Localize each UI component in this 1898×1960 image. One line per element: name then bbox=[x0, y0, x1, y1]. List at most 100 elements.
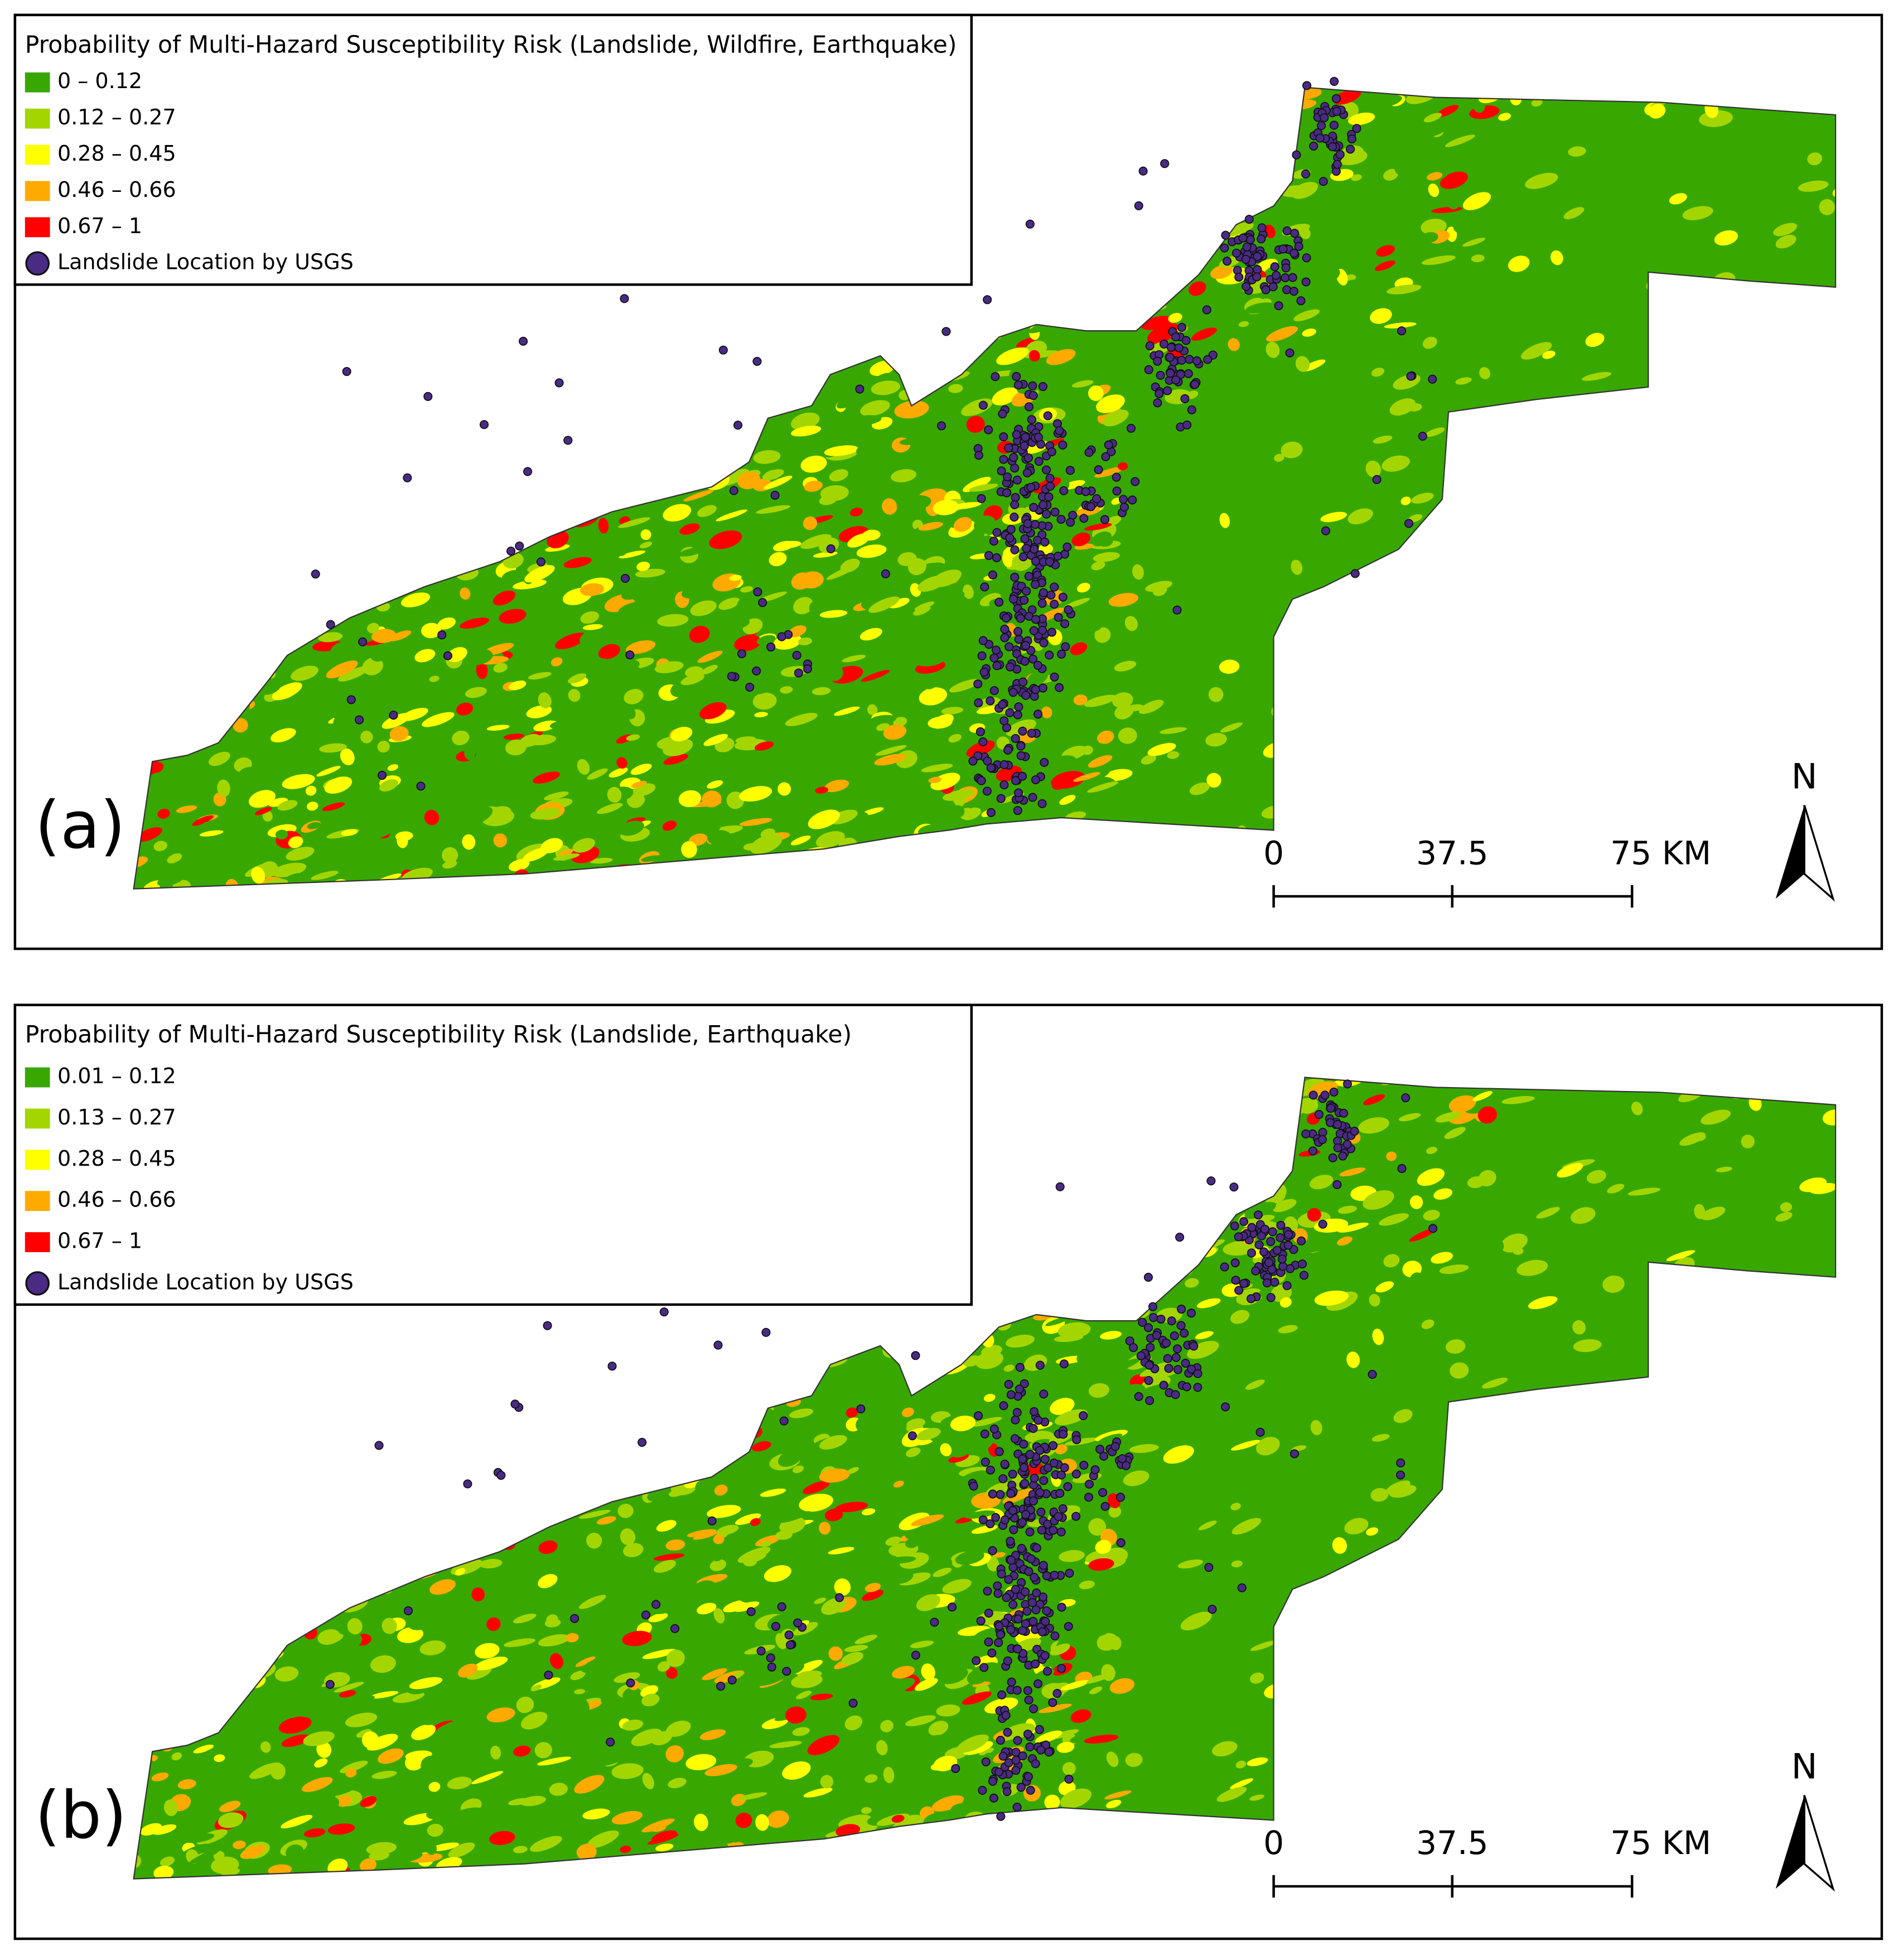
risk-patch bbox=[1083, 218, 1101, 231]
risk-patch bbox=[403, 1321, 415, 1330]
risk-patch bbox=[1104, 846, 1121, 860]
risk-patch bbox=[448, 1730, 465, 1744]
risk-patch bbox=[1071, 532, 1090, 547]
landslide-point bbox=[1017, 1518, 1027, 1527]
landslide-point bbox=[1006, 1556, 1016, 1565]
risk-patch bbox=[165, 399, 194, 412]
risk-patch bbox=[257, 547, 287, 562]
risk-patch bbox=[209, 440, 220, 450]
risk-patch bbox=[205, 1433, 220, 1449]
risk-patch bbox=[1355, 1765, 1376, 1780]
landslide-point bbox=[1039, 1476, 1049, 1485]
landslide-point bbox=[1048, 1698, 1057, 1707]
risk-patch bbox=[1039, 152, 1056, 160]
risk-patch bbox=[466, 847, 496, 864]
landslide-point bbox=[1030, 1572, 1039, 1582]
risk-patch bbox=[371, 1770, 397, 1779]
risk-patch bbox=[406, 363, 435, 377]
risk-patch bbox=[200, 1628, 226, 1645]
risk-patch bbox=[1111, 498, 1122, 505]
risk-patch bbox=[763, 475, 793, 490]
risk-patch bbox=[307, 1616, 318, 1626]
landslide-point bbox=[1012, 475, 1022, 485]
landslide-point bbox=[1326, 1103, 1335, 1113]
risk-patch bbox=[464, 746, 476, 761]
risk-patch bbox=[834, 1578, 851, 1596]
landslide-point bbox=[999, 780, 1009, 790]
risk-patch bbox=[899, 1512, 930, 1531]
risk-patch bbox=[437, 617, 456, 630]
risk-patch bbox=[1035, 1730, 1063, 1744]
landslide-point bbox=[1186, 1309, 1196, 1318]
risk-patch bbox=[1363, 1094, 1385, 1105]
landslide-point bbox=[1094, 465, 1103, 475]
risk-patch bbox=[486, 1617, 501, 1631]
risk-patch bbox=[1482, 636, 1496, 653]
risk-patch bbox=[434, 366, 456, 382]
risk-patch bbox=[1741, 1135, 1755, 1148]
risk-patch bbox=[975, 1351, 1003, 1369]
risk-patch bbox=[1653, 1773, 1687, 1791]
risk-patch bbox=[916, 621, 939, 635]
risk-patch bbox=[1092, 296, 1125, 310]
landslide-point bbox=[1247, 1248, 1257, 1258]
risk-patch bbox=[508, 1798, 530, 1805]
risk-patch bbox=[1572, 1320, 1586, 1335]
risk-patch bbox=[1274, 453, 1284, 462]
risk-patch bbox=[195, 1648, 216, 1662]
risk-patch bbox=[199, 1317, 221, 1331]
risk-patch bbox=[1039, 1703, 1072, 1713]
risk-patch bbox=[1455, 377, 1472, 385]
risk-patch bbox=[1215, 93, 1234, 106]
risk-patch bbox=[1474, 1125, 1488, 1141]
risk-patch bbox=[1426, 1147, 1437, 1154]
risk-patch bbox=[1445, 134, 1475, 147]
risk-patch bbox=[1231, 1113, 1257, 1126]
risk-patch bbox=[552, 1483, 582, 1502]
landslide-point bbox=[1029, 626, 1039, 635]
risk-patch bbox=[403, 1321, 414, 1335]
landslide-point bbox=[1028, 381, 1037, 390]
landslide-point bbox=[1026, 1785, 1035, 1795]
risk-patch bbox=[699, 702, 727, 720]
risk-patch bbox=[628, 1876, 653, 1879]
risk-patch bbox=[836, 1314, 865, 1329]
risk-patch bbox=[825, 346, 845, 359]
risk-patch bbox=[1571, 725, 1591, 733]
risk-patch bbox=[709, 1394, 733, 1404]
risk-patch bbox=[1059, 200, 1088, 209]
landslide-point bbox=[1115, 1493, 1126, 1502]
risk-patch bbox=[1435, 1112, 1461, 1123]
landslide-point bbox=[992, 553, 1001, 563]
risk-patch bbox=[1122, 1164, 1133, 1175]
risk-patch bbox=[993, 267, 1026, 277]
risk-patch bbox=[902, 1407, 914, 1417]
landslide-point bbox=[1038, 382, 1047, 392]
landslide-point bbox=[1159, 339, 1169, 349]
risk-patch bbox=[189, 1759, 222, 1776]
risk-patch bbox=[1640, 810, 1655, 825]
risk-patch bbox=[606, 402, 626, 414]
risk-patch bbox=[374, 442, 389, 458]
risk-patch bbox=[1156, 191, 1181, 206]
risk-patch bbox=[1395, 191, 1412, 205]
landslide-point bbox=[1294, 242, 1303, 251]
risk-patch bbox=[193, 689, 210, 704]
scale-label: 37.5 bbox=[1416, 834, 1489, 872]
risk-patch bbox=[260, 587, 277, 601]
risk-patch bbox=[538, 380, 557, 390]
risk-patch bbox=[1156, 1078, 1175, 1093]
risk-patch bbox=[963, 584, 974, 599]
landslide-point bbox=[1064, 605, 1073, 615]
landslide-point bbox=[1009, 1525, 1018, 1534]
risk-patch bbox=[620, 1845, 631, 1853]
risk-patch bbox=[1088, 1383, 1109, 1398]
risk-patch bbox=[143, 1626, 161, 1641]
risk-patch bbox=[571, 421, 603, 429]
risk-patch bbox=[641, 1818, 675, 1833]
risk-patch bbox=[892, 1665, 915, 1679]
risk-patch bbox=[288, 836, 303, 848]
risk-patch bbox=[1738, 750, 1767, 761]
risk-patch bbox=[167, 813, 190, 824]
risk-patch bbox=[1363, 1190, 1394, 1210]
